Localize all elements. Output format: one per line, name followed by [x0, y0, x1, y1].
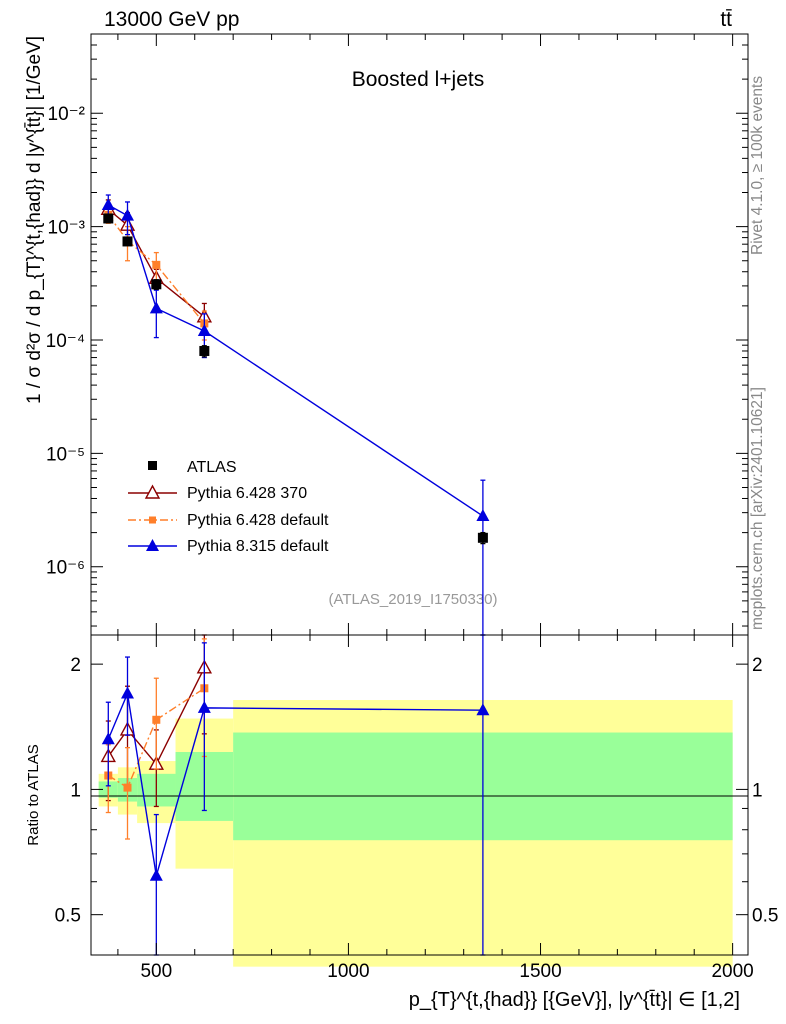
ratio-frame — [90, 634, 749, 956]
point-pythia-8-315-default — [149, 301, 163, 314]
ratio-series-pythia-8-315-default — [101, 634, 490, 956]
y-tick-label: 10⁻² — [48, 104, 86, 125]
y-tick-label: 10⁻³ — [48, 218, 86, 239]
y-tick-label: 10⁻⁵ — [46, 444, 85, 465]
series-line-pythia-6-428-default — [107, 214, 205, 324]
main-title: Boosted l+jets — [352, 68, 485, 91]
main-watermark: (ATLAS_2019_I1750330) — [328, 591, 497, 608]
ratio-point-pythia-8-315-default — [476, 703, 490, 716]
legend-label-atlas: ATLAS — [187, 459, 237, 476]
y-tick-label: 10⁻⁴ — [46, 331, 85, 352]
ratio-y-tick-label-right: 0.5 — [752, 906, 778, 927]
legend-p8-default-marker — [146, 539, 159, 551]
ratio-line-pythia-6-428-default — [107, 687, 205, 789]
ratio-point-pythia-8-315-default — [197, 700, 211, 713]
point-pythia-8-315-default — [101, 198, 115, 211]
header-left: 13000 GeV pp — [104, 8, 239, 31]
legend-p6-370-marker — [144, 484, 161, 499]
point-pythia-6-428-default — [152, 260, 161, 269]
ratio-line-pythia-6-428-370 — [107, 667, 205, 766]
ratio-panel: 0.5 0.5 1 1 2 2 500 1000 1500 2000 Ratio to ATLAS… — [25, 634, 778, 1011]
x-axis-label: p_{T}^{t,{had}} [{GeV}], |y^{t̄t}| ∈ [1,… — [409, 989, 740, 1011]
ratio-y-tick-label: 2 — [70, 655, 81, 676]
ratio-ylabel: Ratio to ATLAS — [25, 744, 42, 845]
x-tick-label: 1000 — [327, 961, 369, 982]
main-marks — [100, 194, 490, 636]
ratio-y-tick-label: 0.5 — [55, 906, 81, 927]
ratio-ticks: 0.5 0.5 1 1 2 2 500 1000 1500 2000 — [55, 635, 778, 982]
source-label: mcplots.cern.ch [arXiv:2401.10621] — [749, 387, 766, 630]
series-line-pythia-8-315-default — [107, 204, 484, 517]
legend-label-p6-370: Pythia 6.428 370 — [187, 485, 307, 502]
y-tick-label: 10⁻⁶ — [46, 558, 85, 579]
point-atlas — [199, 345, 210, 356]
point-pythia-8-315-default — [197, 324, 211, 337]
x-tick-label: 2000 — [711, 961, 753, 982]
legend-label-p6-default: Pythia 6.428 default — [187, 512, 329, 529]
point-pythia-8-315-default — [121, 208, 134, 221]
legend: ATLAS Pythia 6.428 370 Pythia 6.428 defa… — [128, 459, 329, 555]
ratio-y-tick-label: 1 — [70, 780, 81, 801]
x-tick-label: 500 — [140, 961, 172, 982]
ratio-y-tick-label-right: 2 — [752, 655, 763, 676]
point-atlas — [103, 213, 114, 224]
header-right: tt̄ — [720, 8, 732, 31]
ratio-point-pythia-6-428-default — [152, 715, 161, 724]
legend-atlas-marker — [148, 461, 157, 470]
point-atlas — [151, 279, 162, 290]
legend-label-p8-default: Pythia 8.315 default — [187, 538, 329, 555]
legend-p6-default-marker — [149, 516, 156, 524]
rivet-label: Rivet 4.1.0, ≥ 100k events — [749, 76, 766, 255]
x-tick-label: 1500 — [519, 961, 561, 982]
point-pythia-8-315-default — [476, 509, 490, 522]
ratio-point-pythia-8-315-default — [149, 868, 163, 881]
main-ticks: 10⁻⁶ 10⁻⁵ 10⁻⁴ 10⁻³ 10⁻² — [46, 33, 748, 635]
ratio-bands — [98, 700, 733, 967]
ratio-point-pythia-8-315-default — [121, 686, 134, 699]
point-atlas — [477, 532, 488, 543]
series-line-pythia-6-428-370 — [107, 208, 205, 318]
main-panel: Boosted l+jets (ATLAS_2019_I1750330) 1 /… — [24, 33, 749, 636]
ratio-marks — [100, 634, 490, 956]
main-ylabel: 1 / σ d²σ / d p_{T}^{t,{had}} d |y^{t̄t}… — [24, 36, 45, 404]
point-atlas — [122, 236, 133, 247]
ratio-point-pythia-6-428-default — [123, 783, 132, 792]
series-atlas — [103, 213, 488, 545]
ratio-point-pythia-8-315-default — [101, 732, 115, 745]
ratio-y-tick-label-right: 1 — [752, 780, 763, 801]
